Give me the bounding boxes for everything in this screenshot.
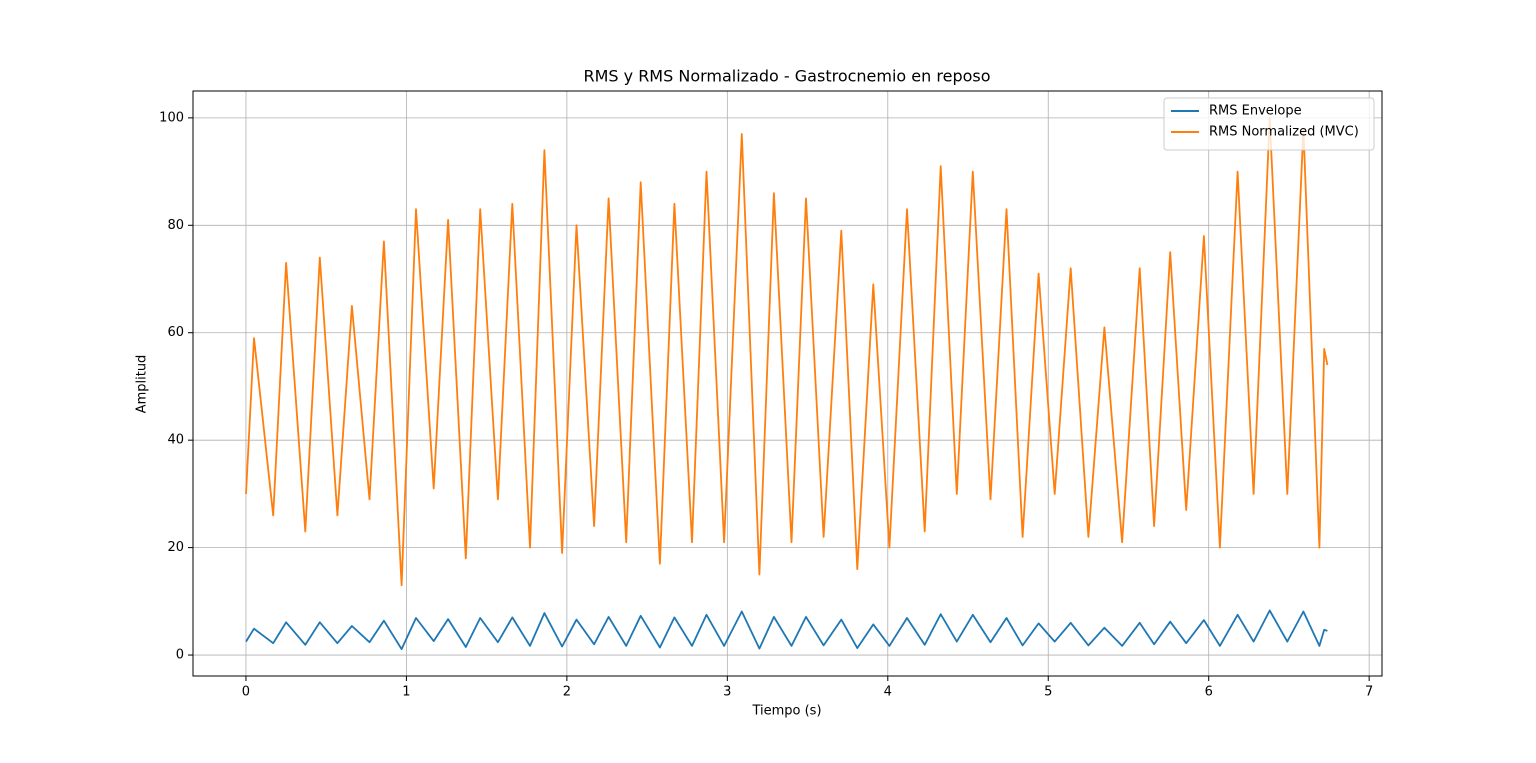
x-tick-label: 4 [884, 685, 892, 700]
x-tick-label: 7 [1365, 685, 1373, 700]
y-axis-label: Amplitud [135, 355, 150, 414]
legend-box [1163, 97, 1375, 151]
axes-frame [192, 90, 1383, 677]
x-tick-label: 5 [1044, 685, 1052, 700]
legend-label: RMS Normalized (MVC) [1209, 125, 1359, 140]
y-tick-label: 0 [176, 648, 184, 663]
y-tick-label: 100 [159, 110, 184, 125]
y-tick-label: 40 [167, 433, 184, 448]
legend-label: RMS Envelope [1209, 104, 1302, 119]
x-tick-label: 6 [1205, 685, 1213, 700]
chart-title: RMS y RMS Normalizado - Gastrocnemio en … [583, 67, 990, 86]
data-line [245, 117, 1329, 587]
x-axis-label: Tiempo (s) [751, 704, 821, 719]
y-tick-label: 80 [167, 218, 184, 233]
x-tick-label: 3 [723, 685, 731, 700]
y-tick-label: 20 [167, 540, 184, 555]
x-tick-label: 1 [402, 685, 410, 700]
x-tick-label: 0 [242, 685, 250, 700]
legend: RMS Envelope RMS Normalized (MVC) [1163, 97, 1375, 151]
y-tick-label: 60 [167, 325, 184, 340]
data-line [245, 609, 1328, 650]
x-tick-label: 2 [563, 685, 571, 700]
